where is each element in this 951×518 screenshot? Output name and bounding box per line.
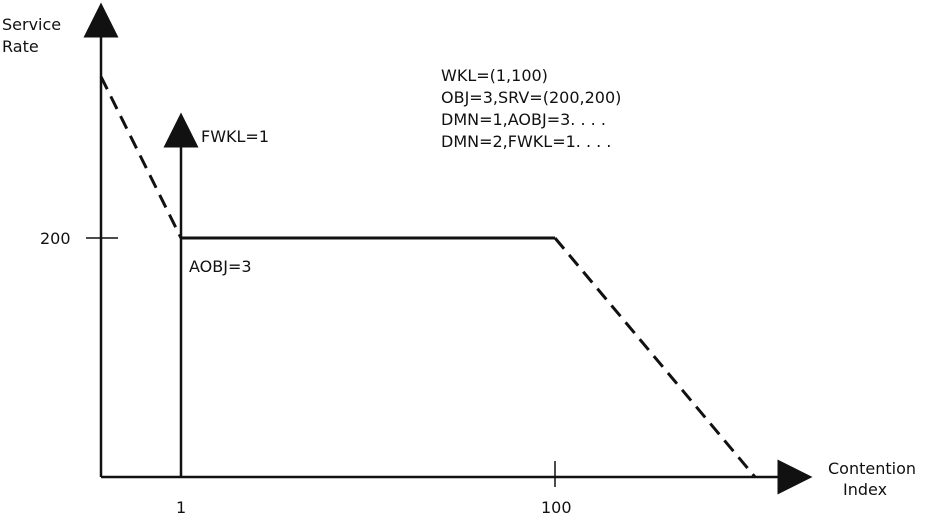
x-axis-label-line2: Index: [843, 480, 887, 499]
y-tick-label-200: 200: [40, 229, 71, 248]
x-tick-label-1: 1: [176, 498, 186, 517]
y-axis-label-line2: Rate: [2, 37, 39, 56]
fwkl-label: FWKL=1: [201, 127, 269, 146]
x-tick-label-100: 100: [541, 498, 572, 517]
series-dashed-left: [99, 76, 183, 239]
annotation-line-2: OBJ=3,SRV=(200,200): [441, 88, 621, 107]
y-axis-label-line1: Service: [2, 15, 61, 34]
annotation-line-1: WKL=(1,100): [441, 66, 548, 85]
annotation-line-3: DMN=1,AOBJ=3. . . .: [441, 110, 606, 129]
aobj-label: AOBJ=3: [189, 257, 252, 276]
annotation-line-4: DMN=2,FWKL=1. . . .: [441, 132, 611, 151]
series-dashed-right: [553, 237, 757, 478]
x-axis-label-line1: Contention: [828, 459, 916, 478]
